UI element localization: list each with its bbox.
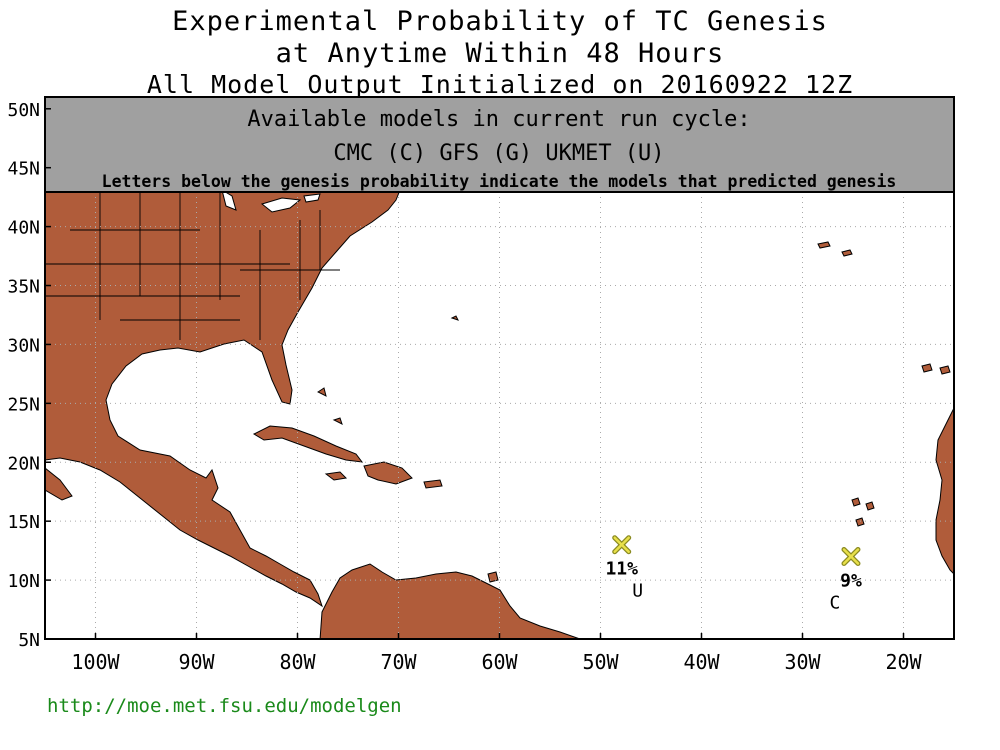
lon-tick-label: 20W <box>885 650 922 674</box>
genesis-model-letters: C <box>830 593 841 614</box>
genesis-markers: 11%U 9%C <box>605 535 862 614</box>
x-marker-icon <box>841 547 861 567</box>
lon-tick-label: 30W <box>784 650 821 674</box>
x-marker-icon <box>612 535 632 555</box>
lon-tick-label: 40W <box>683 650 720 674</box>
lat-tick-label: 10N <box>7 571 40 592</box>
genesis-probability: 11% <box>605 559 638 580</box>
genesis-model-letters: U <box>632 581 643 602</box>
great-lakes <box>221 188 321 213</box>
hispaniola-land <box>363 461 413 485</box>
lon-tick-label: 60W <box>481 650 518 674</box>
lon-tick-label: 100W <box>71 650 120 674</box>
genesis-marker: 9%C <box>830 547 862 614</box>
lon-tick-label: 80W <box>279 650 316 674</box>
title-line-2: at Anytime Within 48 Hours <box>275 38 725 69</box>
africa-land <box>935 407 954 575</box>
south-america-land <box>319 563 581 639</box>
lat-tick-label: 45N <box>7 159 40 180</box>
lat-tick-label: 20N <box>7 453 40 474</box>
model-banner <box>45 97 954 192</box>
title-line-1: Experimental Probability of TC Genesis <box>172 6 828 37</box>
lat-tick-label: 50N <box>7 100 40 121</box>
lon-tick-label: 50W <box>582 650 619 674</box>
lon-tick-label: 70W <box>380 650 417 674</box>
lon-tick-label: 90W <box>178 650 215 674</box>
title-line-3: All Model Output Initialized on 20160922… <box>146 70 854 99</box>
north-america-land <box>45 189 401 608</box>
banner-line-1: Available models in current run cycle: <box>247 107 750 132</box>
genesis-marker: 11%U <box>605 535 643 602</box>
land-masses <box>45 189 954 639</box>
lat-tick-label: 15N <box>7 512 40 533</box>
banner-line-2: CMC (C) GFS (G) UKMET (U) <box>333 141 664 166</box>
state-boundaries <box>45 190 340 340</box>
axes: 100W 90W 80W 70W 60W 50W 40W 30W 20W 50N 45N 40N 35N… <box>7 100 922 674</box>
lat-tick-label: 25N <box>7 394 40 415</box>
genesis-probability: 9% <box>840 571 862 592</box>
lat-tick-label: 35N <box>7 277 40 298</box>
lat-tick-label: 40N <box>7 218 40 239</box>
cuba-land <box>252 425 364 463</box>
lat-tick-label: 5N <box>18 630 40 651</box>
footer-url[interactable]: http://moe.met.fsu.edu/modelgen <box>47 695 402 717</box>
lat-tick-label: 30N <box>7 335 40 356</box>
banner-line-3: Letters below the genesis probability in… <box>102 172 897 191</box>
